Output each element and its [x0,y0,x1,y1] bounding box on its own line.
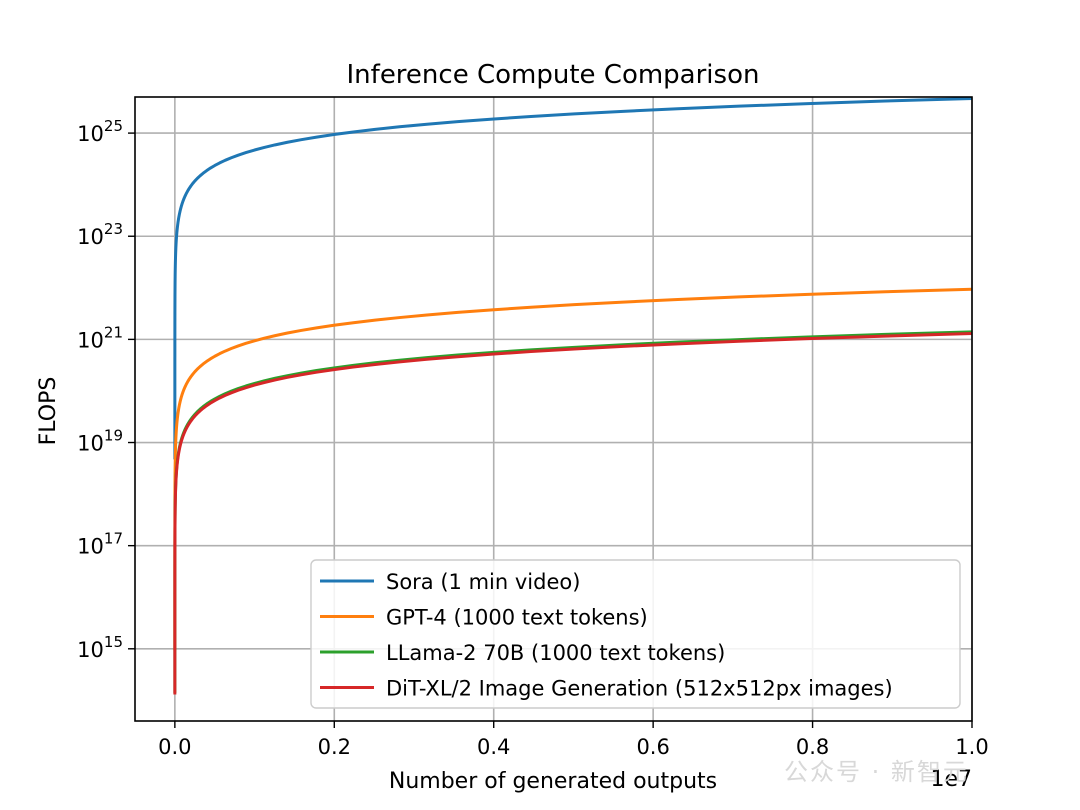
y-tick-label: 1021 [77,323,123,352]
x-axis-offset-label: 1e7 [930,767,972,792]
y-tick-label: 1025 [77,117,123,146]
x-tick-label: 1.0 [955,735,988,759]
y-tick-label-exponent: 15 [104,633,123,651]
y-tick-label: 1015 [77,633,123,662]
legend-box [310,559,961,709]
series-line-4 [173,332,973,695]
x-tick-label: 0.8 [796,735,829,759]
legend-label-1: Sora (1 min video) [386,570,580,594]
y-tick-label-exponent: 19 [104,427,123,445]
x-axis-label: Number of generated outputs [389,769,717,794]
legend-label-4: DiT-XL/2 Image Generation (512x512px ima… [386,677,893,701]
y-axis-label: FLOPS [36,377,61,446]
y-tick-label-exponent: 21 [104,323,123,341]
y-tick-label-exponent: 17 [104,530,123,548]
grid [135,97,973,721]
axes-frame [134,96,973,722]
chart-title: Inference Compute Comparison [347,60,760,90]
y-tick-label-base: 10 [77,328,104,352]
legend-label-2: GPT-4 (1000 text tokens) [386,606,648,630]
y-tick-label-exponent: 23 [104,220,123,238]
y-tick-label: 1019 [77,427,123,456]
watermark: 公众号 · 新智元 [784,758,969,786]
y-tick-label-base: 10 [77,638,104,662]
y-tick-label-base: 10 [77,535,104,559]
x-axis: 0.0 0.2 0.4 0.6 0.8 1.0 [158,721,989,759]
y-tick-label: 1023 [77,220,123,249]
y-tick-label-exponent: 25 [104,117,123,135]
legend: Sora (1 min video) GPT-4 (1000 text token… [310,559,961,709]
plot-area [173,96,973,695]
legend-label-3: LLama-2 70B (1000 text tokens) [386,641,725,665]
x-tick-label: 0.4 [477,735,510,759]
y-tick-label-base: 10 [77,225,104,249]
y-tick-label: 1017 [77,530,123,559]
series-line-1 [173,96,973,460]
x-tick-label: 0.2 [318,735,351,759]
y-tick-label-base: 10 [77,122,104,146]
x-tick-label: 0.6 [636,735,669,759]
x-tick-label: 0.0 [158,735,191,759]
y-tick-label-base: 10 [77,432,104,456]
